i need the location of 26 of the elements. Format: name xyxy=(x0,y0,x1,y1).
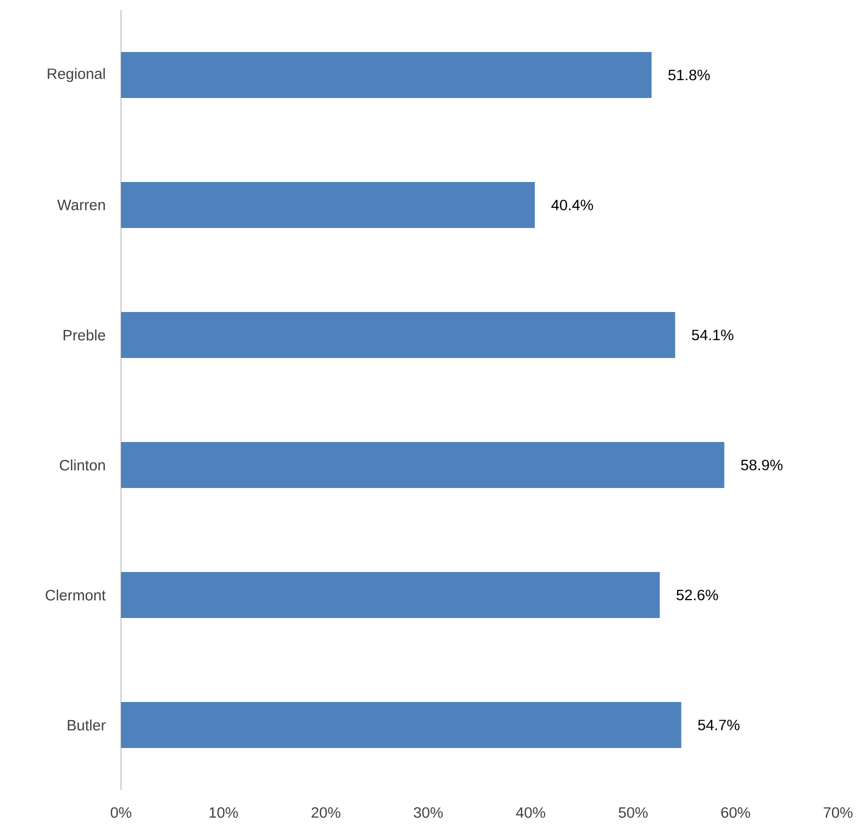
x-tick-label: 40% xyxy=(516,807,546,818)
y-tick-label: Preble xyxy=(64,329,106,341)
data-label: 52.6% xyxy=(676,590,718,600)
data-label: 40.4% xyxy=(551,200,593,210)
x-tick-label: 10% xyxy=(210,807,238,818)
data-label: 51.8% xyxy=(668,70,710,80)
y-tick-label: Clermont xyxy=(46,589,106,601)
x-tick-label: 60% xyxy=(721,807,750,818)
bar xyxy=(121,572,660,618)
bar xyxy=(121,442,724,488)
y-tick-label: Warren xyxy=(57,200,105,210)
x-tick-label: 20% xyxy=(312,807,340,818)
y-tick-label: Regional xyxy=(48,68,105,82)
x-tick-label: 70% xyxy=(824,807,852,818)
y-tick-label: Clinton xyxy=(60,459,105,471)
x-tick-label: 50% xyxy=(618,807,648,818)
y-tick-label: Butler xyxy=(68,719,106,731)
data-label: 54.7% xyxy=(698,720,740,730)
bar xyxy=(121,52,652,98)
bar xyxy=(121,312,676,358)
x-tick-label: 0% xyxy=(110,807,132,818)
bar xyxy=(121,182,535,228)
bar xyxy=(121,702,682,748)
x-tick-label: 30% xyxy=(414,807,443,818)
data-label: 54.1% xyxy=(692,330,734,340)
data-label: 58.9% xyxy=(741,460,782,470)
